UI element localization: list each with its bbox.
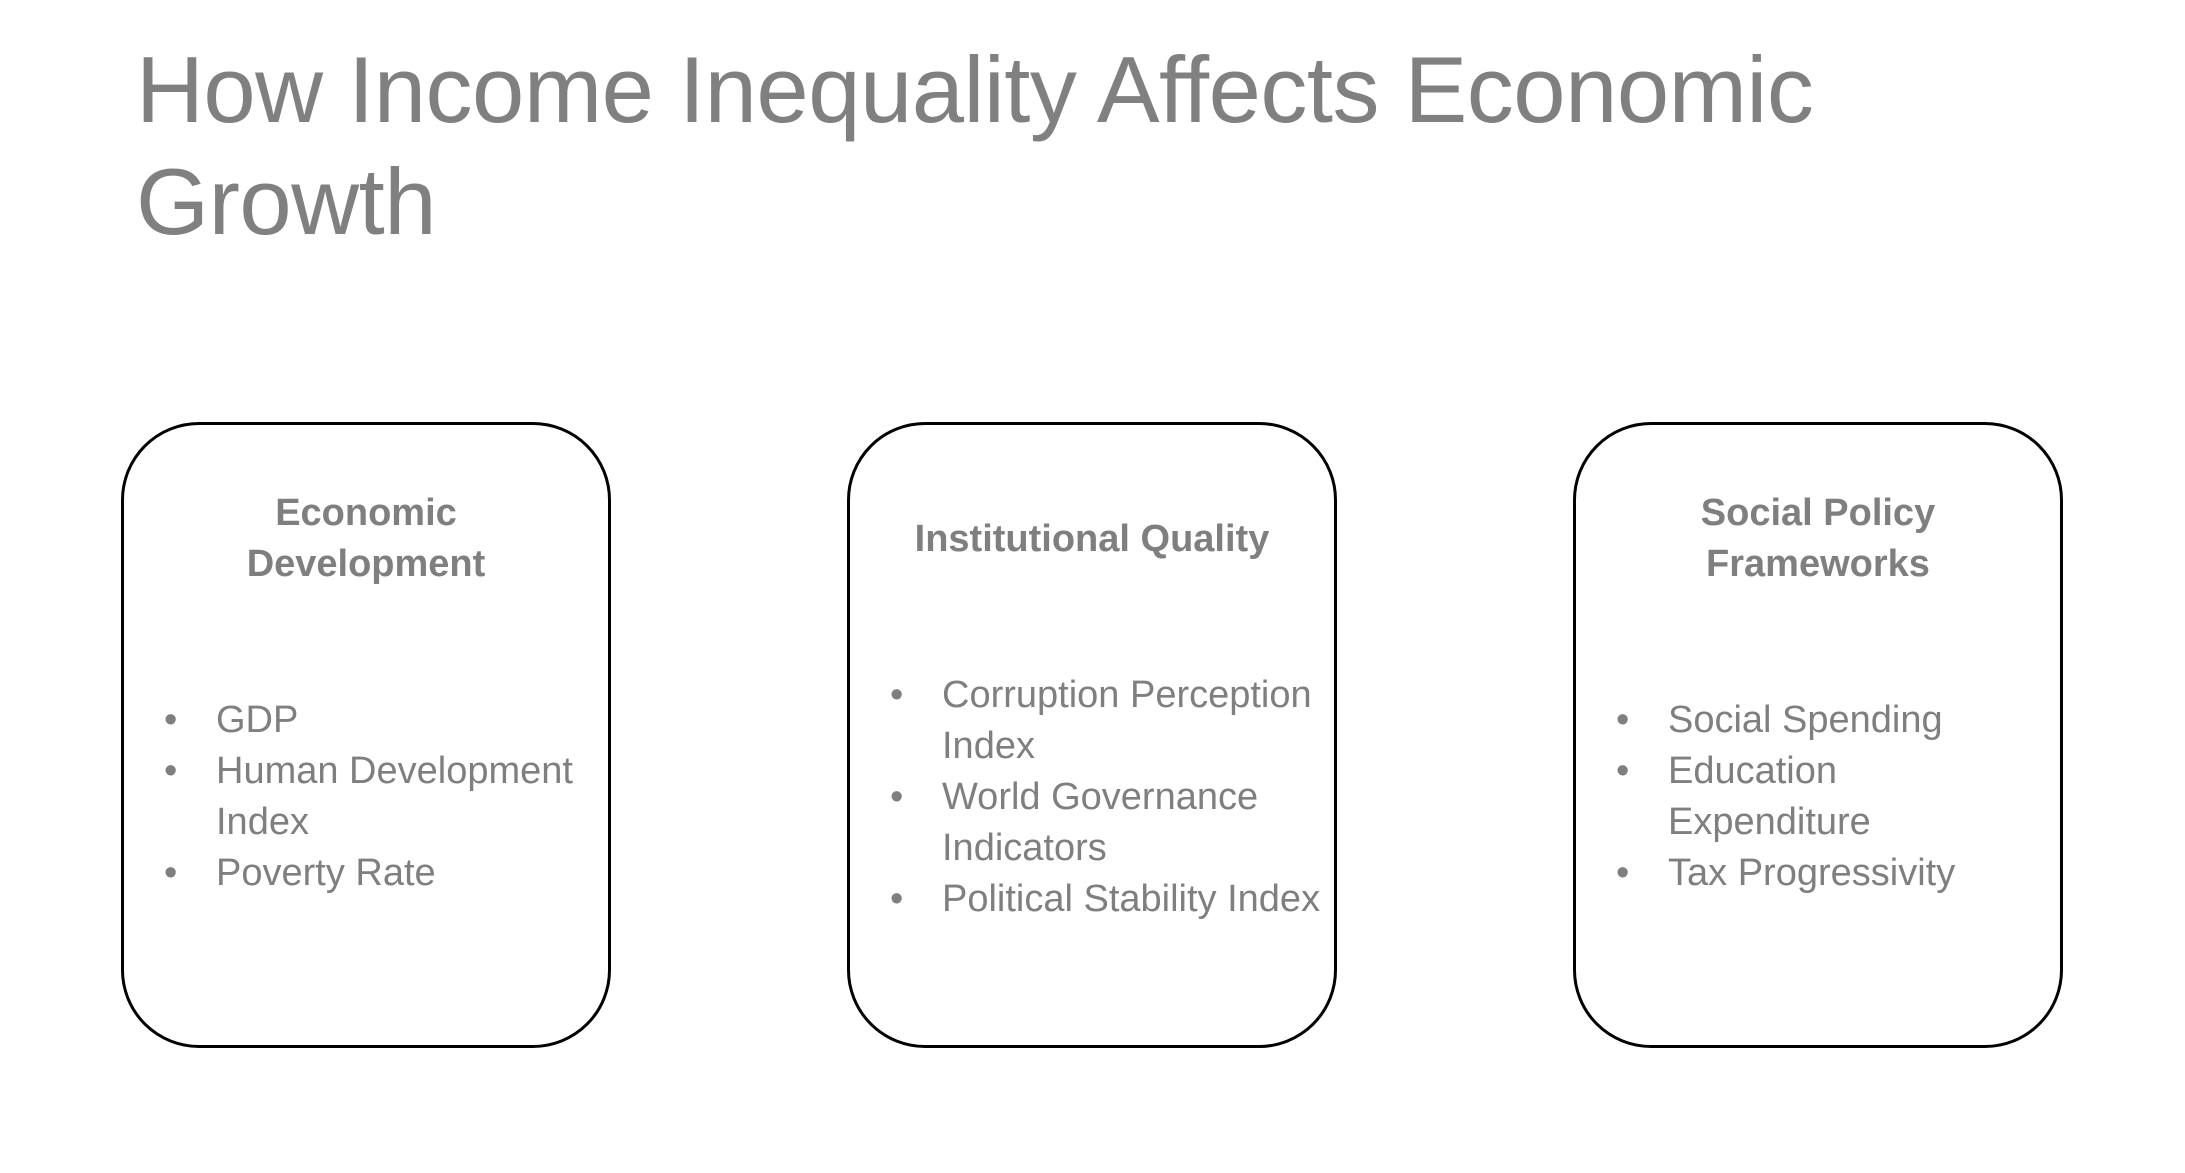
- card-heading: Social Policy Frameworks: [1700, 492, 1936, 585]
- bullet-list: Corruption Perception Index World Govern…: [850, 670, 1334, 925]
- bullet-list: GDP Human Development Index Poverty Rate: [124, 695, 608, 899]
- slide-title: How Income Inequality Affects Economic G…: [136, 37, 1814, 254]
- card-economic-development: Economic Development GDP Human Developme…: [121, 422, 611, 1048]
- list-item: Social Spending: [1616, 695, 2050, 746]
- list-item: Education Expenditure: [1616, 746, 2050, 848]
- list-item: Tax Progressivity: [1616, 848, 2050, 899]
- card-body: Corruption Perception Index World Govern…: [850, 647, 1334, 947]
- card-institutional-quality: Institutional Quality Corruption Percept…: [847, 422, 1337, 1048]
- card-heading: Economic Development: [246, 492, 486, 585]
- list-item: Human Development Index: [164, 746, 598, 848]
- list-item: World Governance Indicators: [890, 772, 1324, 874]
- bullet-list: Social Spending Education Expenditure Ta…: [1576, 695, 2060, 899]
- list-item: GDP: [164, 695, 598, 746]
- card-heading: Institutional Quality: [914, 517, 1270, 560]
- card-body: GDP Human Development Index Poverty Rate: [124, 647, 608, 947]
- list-item: Poverty Rate: [164, 848, 598, 899]
- list-item: Political Stability Index: [890, 874, 1324, 925]
- list-item: Corruption Perception Index: [890, 670, 1324, 772]
- card-social-policy-frameworks: Social Policy Frameworks Social Spending…: [1573, 422, 2063, 1048]
- card-body: Social Spending Education Expenditure Ta…: [1576, 647, 2060, 947]
